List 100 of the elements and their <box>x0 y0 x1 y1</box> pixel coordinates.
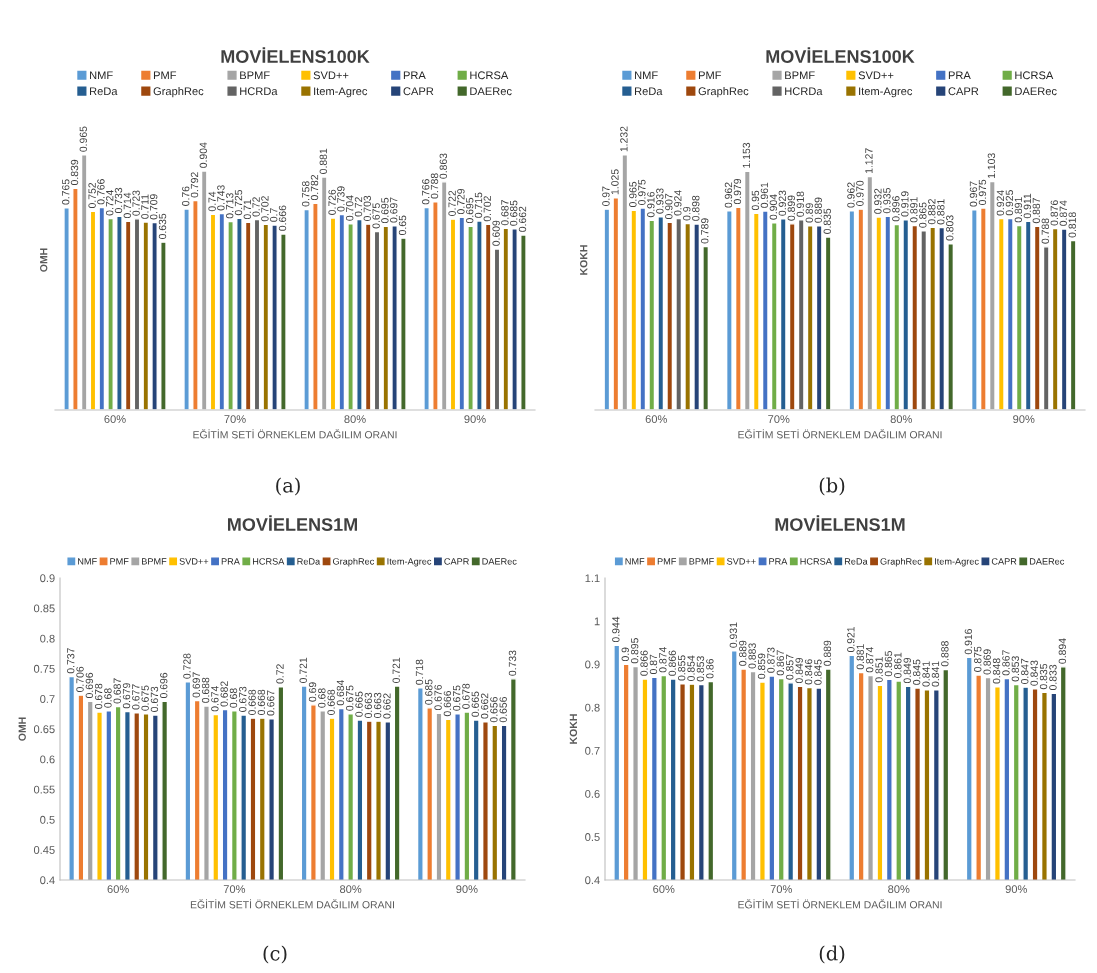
data-label: 0.737 <box>67 648 75 674</box>
x-tick-label: 60% <box>653 885 675 894</box>
data-label: 0.792 <box>190 172 199 198</box>
bar <box>200 170 208 410</box>
data-label: 0.696 <box>85 672 94 699</box>
data-label: 0.662 <box>383 693 391 719</box>
legend-label: ReDa <box>844 558 868 565</box>
data-label: 0.678 <box>462 683 470 709</box>
legend-label: HCRDa <box>785 87 823 96</box>
legend-label: GraphRec <box>332 557 375 567</box>
bar <box>227 220 234 410</box>
data-label: 0.854 <box>687 655 695 681</box>
bar <box>244 221 252 410</box>
y-tick-label: 1.1 <box>585 574 600 583</box>
data-label: 0.696 <box>160 672 168 699</box>
bar <box>520 234 527 410</box>
data-label: 0.875 <box>974 646 982 672</box>
data-label: 0.697 <box>192 672 200 698</box>
bar <box>875 216 883 410</box>
data-label: 0.962 <box>847 182 855 208</box>
data-label: 0.881 <box>937 199 945 225</box>
data-label: 0.866 <box>668 650 676 676</box>
y-tick-label: 0.55 <box>33 785 55 794</box>
y-tick-label: 0.4 <box>585 876 600 885</box>
bar <box>920 230 928 410</box>
x-tick-label: 80% <box>890 415 912 424</box>
data-label: 0.916 <box>964 629 973 655</box>
bar <box>303 208 310 410</box>
data-label: 0.95 <box>751 190 760 211</box>
chart-title: MOVİELENS100K <box>221 47 370 63</box>
data-label: 0.674 <box>211 685 219 712</box>
data-label: 0.923 <box>778 190 787 216</box>
data-label: 0.688 <box>201 677 210 703</box>
bar <box>893 223 901 410</box>
legend-label: CAPR <box>403 87 434 96</box>
bar <box>979 207 987 410</box>
data-label: 0.881 <box>856 644 864 670</box>
bar <box>770 222 778 410</box>
data-label: 0.911 <box>1023 193 1032 219</box>
data-label: 0.835 <box>823 208 831 234</box>
legend-label: BPMF <box>689 558 714 565</box>
data-label: 0.685 <box>510 200 518 226</box>
data-label: 0.818 <box>1068 212 1076 238</box>
data-label: 0.874 <box>659 646 667 673</box>
x-tick-label: 70% <box>770 885 792 894</box>
data-label: 0.667 <box>266 690 275 716</box>
data-label: 0.709 <box>150 194 158 220</box>
bar <box>1024 220 1032 410</box>
data-label: 0.944 <box>612 616 620 643</box>
chart-title: MOVİELENS1M <box>775 515 905 531</box>
data-label: 0.697 <box>390 197 398 223</box>
y-tick-label: 0.9 <box>40 574 55 583</box>
x-tick-label: 80% <box>339 885 362 894</box>
legend-label: PMF <box>698 71 722 80</box>
data-label: 0.718 <box>415 659 424 685</box>
legend-label: GraphRec <box>698 86 749 98</box>
bar <box>857 208 865 410</box>
legend-label: DAERec <box>482 558 517 565</box>
bar <box>866 175 874 410</box>
data-label: 0.904 <box>769 194 778 220</box>
legend-label: NMF <box>78 558 97 565</box>
bar <box>484 223 492 410</box>
data-label: 0.72 <box>354 197 363 217</box>
bar <box>603 208 611 410</box>
legend-label: PRA <box>769 558 788 565</box>
data-label: 0.678 <box>94 683 103 709</box>
bar <box>209 213 217 410</box>
y-tick-label: 0.5 <box>40 815 55 824</box>
data-label: 0.889 <box>739 640 747 666</box>
data-label: 0.835 <box>1039 663 1048 690</box>
bar <box>80 154 88 410</box>
data-label: 0.665 <box>355 691 363 717</box>
data-label: 0.891 <box>1014 197 1023 223</box>
x-axis-title: EĞİTİM SETİ ÖRNEKLEM DAĞILIM ORANI <box>738 899 942 909</box>
bar <box>467 225 474 410</box>
y-tick-label: 0.8 <box>585 703 600 712</box>
data-label: 0.874 <box>1059 200 1067 226</box>
data-label: 0.758 <box>302 181 310 207</box>
bar <box>236 217 243 410</box>
data-label: 0.847 <box>1021 658 1029 684</box>
bar <box>725 210 733 410</box>
data-label: 0.677 <box>132 684 140 710</box>
x-tick-label: 80% <box>888 885 910 894</box>
data-label: 0.932 <box>874 188 882 214</box>
text: (c) <box>263 945 287 964</box>
data-label: 0.841 <box>931 661 940 687</box>
data-label: 0.663 <box>364 692 373 718</box>
data-label: 0.86 <box>706 658 714 679</box>
text: (a) <box>276 477 300 496</box>
data-label: 0.711 <box>141 194 149 219</box>
x-axis-title: EĞİTİM SETİ ÖRNEKLEM DAĞILIM ORANI <box>193 429 397 439</box>
data-label: 0.666 <box>278 205 287 231</box>
bar <box>1069 239 1077 410</box>
data-label: 0.935 <box>883 187 891 214</box>
bar <box>734 206 742 410</box>
bar <box>797 219 805 410</box>
bar <box>160 241 167 410</box>
data-label: 0.675 <box>372 203 380 229</box>
data-label: 0.668 <box>257 689 266 715</box>
legend-label: DAERec <box>1029 558 1065 565</box>
